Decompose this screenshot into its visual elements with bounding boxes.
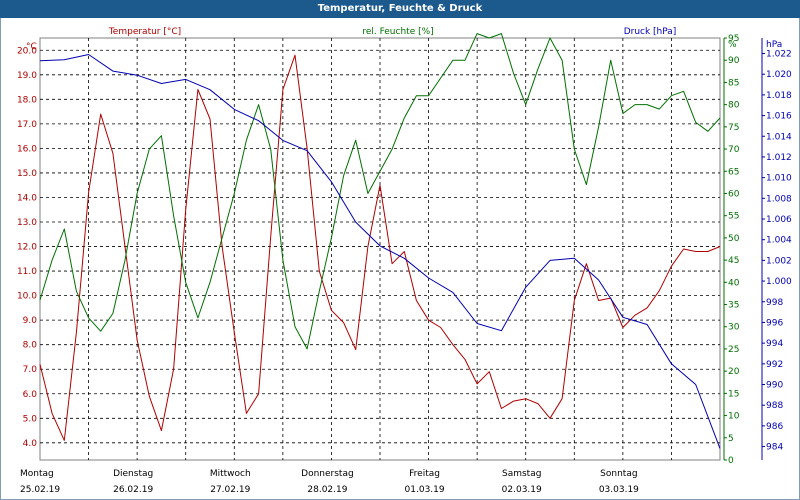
x-tick-date-label: 28.02.19 [307,485,347,495]
pressure-tick-label: 992 [766,360,783,370]
temperature-tick-label: 15.0 [17,169,37,179]
humidity-tick-label: 90 [728,56,740,66]
grid-lines [40,38,720,460]
temperature-tick-label: 5.0 [23,414,38,424]
temperature-tick-label: 17.0 [17,120,37,130]
pressure-tick-label: 1.020 [766,70,792,80]
pressure-tick-label: 1.022 [766,50,792,60]
chart-title: Temperatur, Feuchte & Druck [317,3,483,14]
humidity-tick-label: 75 [728,123,739,133]
pressure-tick-label: 1.008 [766,194,792,204]
x-tick-date-label: 03.03.19 [599,485,639,495]
humidity-tick-label: 40 [728,278,740,288]
pressure-series-label: Druck [hPa] [624,27,677,37]
pressure-tick-label: 988 [766,401,783,411]
pressure-tick-label: 996 [766,318,783,328]
temperature-tick-label: 11.0 [17,267,37,277]
x-tick-date-label: 27.02.19 [210,485,250,495]
humidity-tick-label: 55 [728,212,739,222]
temperature-tick-label: 18.0 [17,95,37,105]
pressure-unit-label: hPa [766,40,782,50]
temperature-tick-label: 10.0 [17,292,37,302]
humidity-tick-label: 15 [728,389,739,399]
temperature-unit-label: °C [26,42,37,52]
humidity-series-label: rel. Feuchte [%] [362,27,433,37]
pressure-tick-label: 1.010 [766,174,792,184]
temperature-tick-label: 4.0 [23,439,38,449]
humidity-tick-label: 5 [728,434,734,444]
x-tick-date-label: 25.02.19 [20,485,60,495]
pressure-tick-label: 1.016 [766,112,792,122]
humidity-tick-label: 80 [728,101,740,111]
humidity-tick-label: 60 [728,189,740,199]
humidity-tick-label: 50 [728,234,740,244]
temperature-series-label: Temperatur [°C] [108,27,181,37]
pressure-tick-label: 990 [766,380,783,390]
humidity-tick-label: 45 [728,256,739,266]
x-tick-date-label: 01.03.19 [405,485,445,495]
pressure-tick-label: 998 [766,298,783,308]
pressure-tick-label: 1.000 [766,277,792,287]
pressure-tick-label: 1.004 [766,236,792,246]
humidity-tick-label: 25 [728,345,739,355]
pressure-tick-label: 994 [766,339,783,349]
temperature-tick-label: 20.0 [17,46,37,56]
temperature-tick-label: 8.0 [23,341,38,351]
x-tick-day-label: Donnerstag [301,469,354,479]
x-tick-day-label: Mittwoch [210,469,251,479]
temperature-tick-label: 6.0 [23,390,38,400]
humidity-tick-label: 30 [728,323,740,333]
x-tick-day-label: Montag [20,469,54,479]
pressure-tick-label: 1.014 [766,132,792,142]
pressure-tick-label: 1.002 [766,256,792,266]
humidity-tick-label: 85 [728,78,739,88]
humidity-unit-label: % [728,40,737,50]
temperature-tick-label: 19.0 [17,71,37,81]
pressure-tick-label: 984 [766,443,783,453]
temperature-tick-label: 12.0 [17,243,37,253]
humidity-tick-label: 95 [728,34,739,44]
temperature-tick-label: 14.0 [17,193,37,203]
temperature-series-line [39,54,721,441]
pressure-tick-label: 1.018 [766,91,792,101]
pressure-series-line [39,54,721,449]
x-tick-date-label: 02.03.19 [502,485,542,495]
x-tick-day-label: Sonntag [600,469,637,479]
pressure-tick-label: 1.012 [766,153,792,163]
humidity-tick-label: 70 [728,145,740,155]
humidity-tick-label: 35 [728,301,739,311]
x-tick-day-label: Freitag [409,469,440,479]
temperature-tick-label: 7.0 [23,365,38,375]
humidity-tick-label: 20 [728,367,740,377]
humidity-tick-label: 10 [728,412,740,422]
humidity-series-line [39,33,721,350]
temperature-tick-label: 13.0 [17,218,37,228]
temperature-tick-label: 9.0 [23,316,38,326]
x-tick-date-label: 26.02.19 [113,485,153,495]
temperature-tick-label: 16.0 [17,144,37,154]
x-tick-day-label: Dienstag [113,469,153,479]
humidity-tick-label: 65 [728,167,739,177]
pressure-tick-label: 1.006 [766,215,792,225]
pressure-tick-label: 986 [766,422,783,432]
chart-title-bar: Temperatur, Feuchte & Druck [0,0,800,18]
x-tick-day-label: Samstag [502,469,541,479]
humidity-tick-label: 0 [728,456,734,466]
